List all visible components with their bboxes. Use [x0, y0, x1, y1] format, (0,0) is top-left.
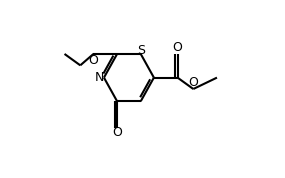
- Text: O: O: [112, 126, 122, 139]
- Text: O: O: [173, 41, 182, 54]
- Text: O: O: [188, 76, 198, 89]
- Text: O: O: [89, 54, 98, 67]
- Text: N: N: [95, 71, 104, 84]
- Text: S: S: [137, 44, 145, 57]
